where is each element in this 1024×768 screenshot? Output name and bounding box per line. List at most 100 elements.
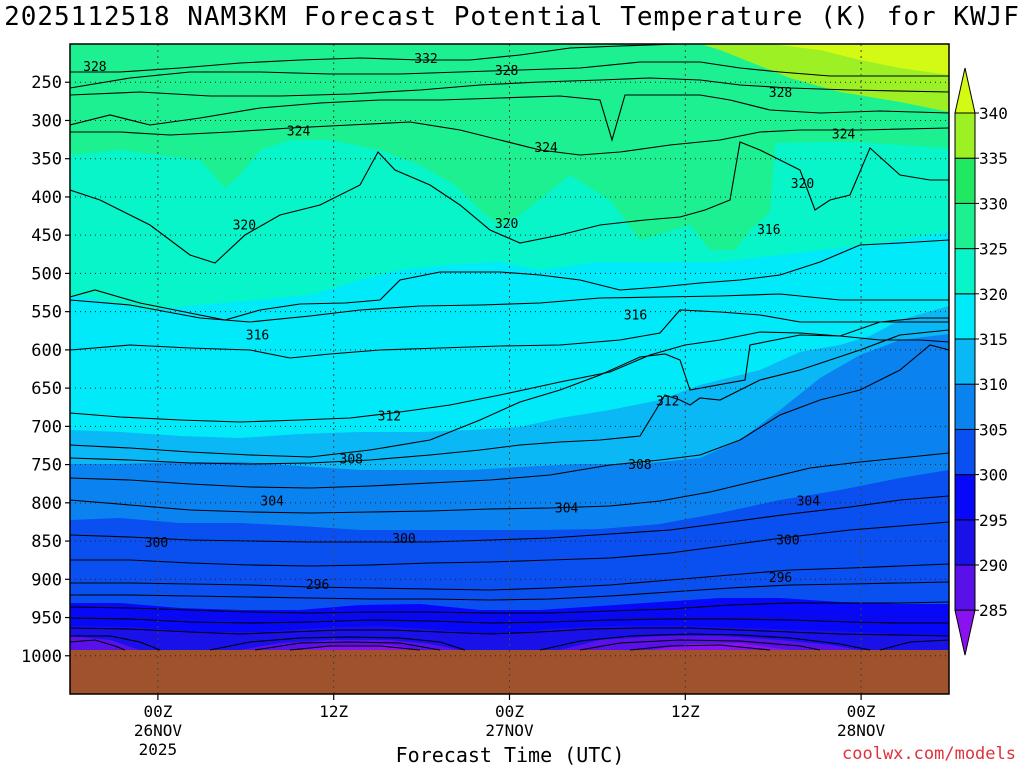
contour-value-label: 304 [260,495,284,510]
x-tick-label: 00Z [847,702,876,721]
y-tick-label: 450 [31,226,62,246]
colorbar-label: 335 [979,149,1008,168]
contour-value-label: 308 [628,458,651,473]
contour-value-label: 320 [791,177,814,192]
colorbar-swatch [954,293,976,340]
band-290-295-right [560,636,860,650]
contour-value-label: 300 [145,536,168,551]
grid-lines [70,44,949,694]
colorbar-label: 325 [979,240,1008,259]
contour-value-label: 328 [495,64,518,79]
colorbar-swatch [954,383,976,430]
band-340-plus [770,44,949,75]
contour-value-label: 304 [555,501,579,516]
contour-line [539,633,871,651]
contour-line [579,639,821,651]
chart-title: 2025112518 NAM3KM Forecast Potential Tem… [4,2,1020,32]
contour-value-label: 316 [246,329,269,344]
contour-value-label: 324 [832,127,856,142]
colorbar-label: 320 [979,285,1008,304]
y-tick-label: 900 [31,570,62,590]
y-tick-label: 300 [31,111,62,131]
colorbar-swatch [954,428,976,476]
site-credit: coolwx.com/models [842,744,1016,764]
contour-value-label: 320 [233,218,256,233]
plot-frame [69,43,950,695]
colorbar: 285 290 295 300 305 310 315 320 325 330 335 340 [954,67,1008,656]
colorbar-swatch [954,474,976,521]
colorbar-label: 285 [979,601,1008,620]
y-tick-label: 1000 [21,647,62,667]
contour-line [70,617,949,624]
contour-value-label: 328 [83,60,106,75]
y-tick-label: 600 [31,341,62,361]
contour-line [70,239,949,321]
y-tick-label: 650 [31,379,62,399]
contour-value-label: 300 [392,532,415,547]
y-tick-label: 250 [31,73,62,93]
colorbar-label: 290 [979,556,1008,575]
colorbar-label: 295 [979,511,1008,530]
colorbar-swatch [954,202,976,250]
colorbar-swatch [954,338,976,385]
x-tick-label: 12Z [671,702,700,721]
colorbar-swatch [954,248,976,295]
colorbar-label: 305 [979,420,1008,439]
x-tick-date-label: 28NOV [837,721,886,740]
x-tick-label: 00Z [143,702,172,721]
x-tick-date-label: 26NOV [134,721,183,740]
colorbar-bottom-triangle [954,609,976,656]
contour-labels: 332 328 328 328 324 324 324 320 320 320 316 316 316 3… [83,52,855,593]
colorbar-label: 310 [979,375,1008,394]
contour-value-label: 304 [797,495,821,510]
colorbar-swatch [954,112,976,159]
contour-line [70,521,949,567]
contour-line [70,121,949,156]
contour-value-label: 312 [378,410,401,425]
contour-value-label: 320 [495,217,518,232]
contour-value-label: 316 [757,223,780,238]
axes: 250 300 350 400 450 500 550 600 650 700 750 800 850 9… [21,73,885,759]
y-tick-label: 750 [31,456,62,476]
contour-line [209,636,466,651]
contour-line [70,334,949,458]
colorbar-swatch [954,519,976,566]
y-tick-label: 400 [31,188,62,208]
contour-line [70,495,949,543]
contour-value-label: 300 [776,534,799,549]
contour-value-label: 328 [769,86,792,101]
contour-line [289,645,421,651]
contour-value-label: 312 [656,394,679,409]
contour-line [879,639,949,651]
contour-value-label: 316 [624,309,647,324]
contour-value-label: 324 [287,124,311,139]
y-tick-label: 950 [31,609,62,629]
x-tick-date-label: 27NOV [485,721,534,740]
x-tick-label: 12Z [319,702,348,721]
contour-line [70,141,949,264]
y-tick-label: 500 [31,264,62,284]
colorbar-label: 330 [979,194,1008,213]
contour-line [70,635,161,651]
contour-value-label: 296 [306,578,329,593]
y-tick-label: 850 [31,532,62,552]
contour-line [70,563,949,591]
contour-lines [70,44,949,651]
colorbar-top-triangle [954,67,976,114]
contour-line [70,44,681,73]
y-tick-label: 700 [31,417,62,437]
contour-line [70,61,949,89]
colorbar-label: 300 [979,466,1008,485]
colorbar-label: 315 [979,330,1008,349]
contour-line [70,601,949,614]
contour-line [629,644,771,651]
contour-value-label: 324 [534,141,558,156]
contour-value-label: 308 [340,452,363,467]
contour-line [254,641,441,651]
x-tick-year-label: 2025 [139,740,178,759]
colorbar-swatch [954,157,976,204]
contour-value-label: 296 [769,571,792,586]
contour-value-label: 332 [414,52,437,67]
y-tick-label: 800 [31,494,62,514]
